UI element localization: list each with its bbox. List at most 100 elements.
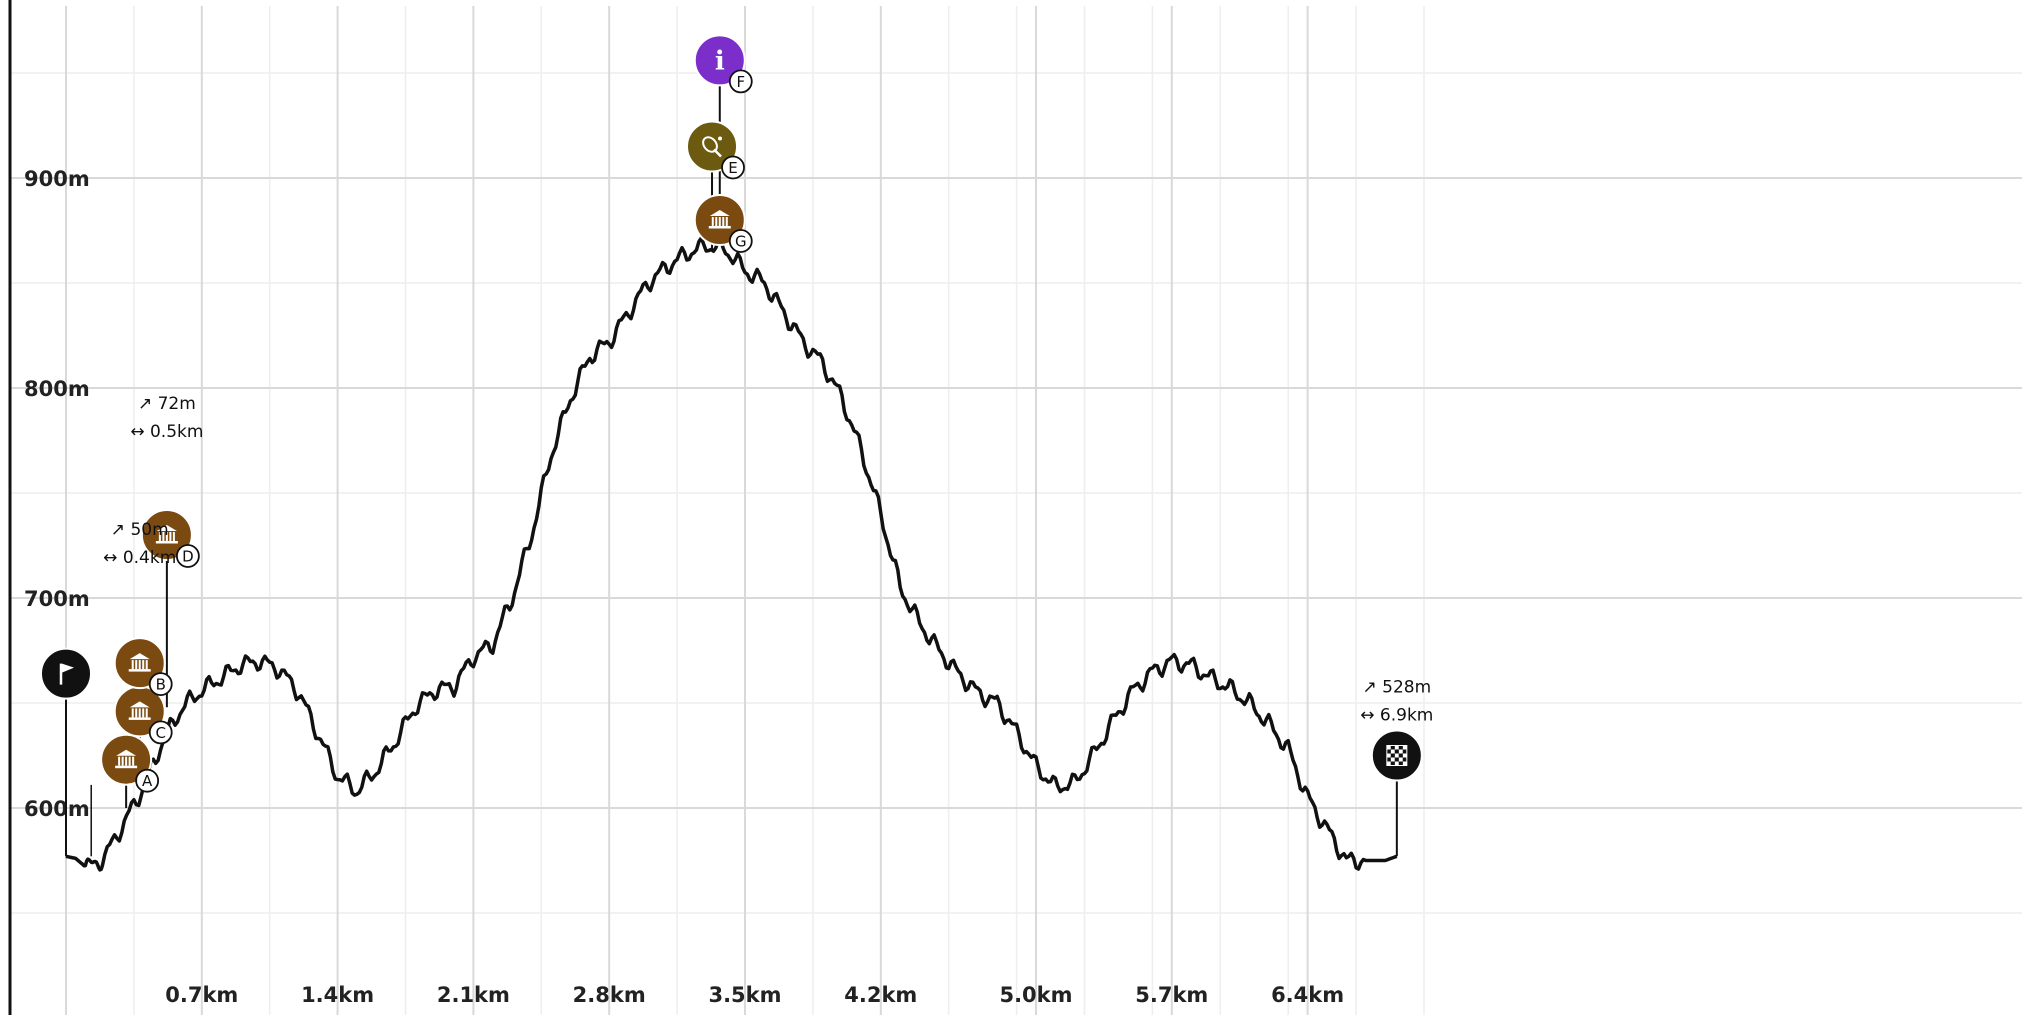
- museum-column: [145, 660, 148, 670]
- y-tick-label: 600m: [24, 797, 90, 821]
- museum-column: [715, 217, 718, 226]
- poi-marker-A: A: [100, 733, 160, 793]
- distance-label: ↔ 0.5km: [130, 422, 203, 442]
- checker-cell: [1390, 753, 1395, 758]
- finish-flag-icon: [1386, 745, 1408, 766]
- museum-column: [162, 532, 165, 541]
- museum-icon: [116, 749, 137, 756]
- checker-cell: [1402, 745, 1407, 750]
- museum-base: [128, 717, 151, 720]
- museum-column: [128, 756, 131, 766]
- major-gridlines: [10, 6, 2022, 1015]
- poi-marker-B: B: [113, 637, 173, 696]
- checker-cell: [1390, 745, 1395, 750]
- marker-circle: [693, 34, 746, 87]
- museum-column: [121, 756, 124, 766]
- marker-badge-label: C: [155, 724, 165, 742]
- checker-cell: [1402, 761, 1407, 766]
- x-tick-label: 4.2km: [844, 983, 917, 1007]
- checker-cell: [1394, 753, 1399, 758]
- marker-badge: [175, 544, 200, 568]
- checker-cell: [1394, 761, 1399, 766]
- museum-icon: [156, 525, 177, 531]
- museum-column: [722, 217, 725, 226]
- museum-column: [158, 532, 161, 541]
- museum-base: [708, 226, 731, 229]
- checker-cell: [1394, 745, 1399, 750]
- checker-cell: [1398, 761, 1403, 766]
- tennis-ball: [718, 136, 723, 141]
- marker-badge: [135, 768, 160, 793]
- poi-marker-D: D: [140, 509, 200, 568]
- checker-cell: [1394, 749, 1399, 754]
- museum-column: [718, 217, 721, 226]
- x-tick-label: 1.4km: [301, 983, 374, 1007]
- checker-cell: [1390, 749, 1395, 754]
- checker-cell: [1386, 749, 1391, 754]
- marker-badge-label: E: [728, 159, 737, 177]
- racket-handle: [713, 148, 722, 158]
- museum-icon: [709, 210, 730, 216]
- checker-cell: [1398, 749, 1403, 754]
- x-tick-label: 2.1km: [437, 983, 510, 1007]
- checker-cell: [1402, 753, 1407, 758]
- x-tick-label: 2.8km: [573, 983, 646, 1007]
- checker-cell: [1398, 753, 1403, 758]
- museum-base: [128, 669, 151, 672]
- marker-badge: [148, 720, 173, 745]
- marker-badge-label: A: [142, 772, 153, 790]
- marker-circle: [40, 647, 92, 700]
- checker-cell: [1390, 761, 1395, 766]
- info-icon: i: [715, 46, 725, 76]
- distance-label: ↔ 6.9km: [1360, 706, 1433, 726]
- marker-badge-label: B: [156, 676, 166, 694]
- ascent-annotations: ↗ 72m ↔ 0.5km ↗ 50m ↔ 0.4km ↗ 528m ↔ 6.9km: [103, 394, 1433, 726]
- checker-cell: [1386, 753, 1391, 758]
- museum-column: [142, 708, 145, 718]
- y-tick-label: 900m: [24, 167, 90, 191]
- museum-column: [142, 660, 145, 670]
- marker-badge-label: D: [182, 548, 194, 566]
- marker-circle: [686, 120, 739, 173]
- poi-marker-F: iF: [693, 34, 753, 94]
- distance-label: ↔ 0.4km: [103, 548, 176, 568]
- y-tick-label: 800m: [24, 377, 90, 401]
- museum-column: [125, 756, 128, 766]
- museum-column: [131, 708, 134, 718]
- elevation-profile-line: [65, 236, 1398, 872]
- marker-badge: [148, 672, 173, 696]
- museum-column: [135, 660, 138, 670]
- checker-cell: [1386, 745, 1391, 750]
- marker-stems: [65, 60, 1398, 857]
- ascent-label: ↗ 528m: [1363, 678, 1432, 698]
- poi-marker-G: G: [693, 194, 753, 253]
- ascent-label: ↗ 72m: [138, 394, 196, 414]
- x-axis-ticks: 0.7km 1.4km 2.1km 2.8km 3.5km 4.2km 5.0km 5.7km…: [165, 983, 1344, 1007]
- museum-column: [118, 756, 121, 766]
- poi-markers: A C B D EiF G: [40, 34, 1423, 793]
- museum-column: [711, 217, 714, 226]
- x-tick-label: 3.5km: [708, 983, 781, 1007]
- checker-cell: [1398, 757, 1403, 762]
- checker-cell: [1402, 749, 1407, 754]
- marker-badge: [728, 229, 753, 253]
- museum-column: [138, 708, 141, 718]
- poi-marker-start: [40, 647, 92, 700]
- checker-cell: [1386, 757, 1391, 762]
- x-tick-label: 5.0km: [999, 983, 1072, 1007]
- museum-column: [172, 532, 175, 541]
- flag-icon: [62, 663, 74, 673]
- museum-column: [725, 217, 728, 226]
- museum-column: [165, 532, 168, 541]
- museum-icon: [129, 653, 150, 660]
- museum-base: [155, 541, 178, 544]
- museum-column: [132, 756, 135, 766]
- museum-base: [115, 765, 138, 769]
- poi-marker-finish: [1370, 729, 1423, 782]
- checker-cell: [1402, 757, 1407, 762]
- museum-column: [138, 660, 141, 670]
- marker-badge-label: F: [736, 73, 745, 91]
- museum-column: [169, 532, 172, 541]
- museum-icon: [129, 701, 150, 708]
